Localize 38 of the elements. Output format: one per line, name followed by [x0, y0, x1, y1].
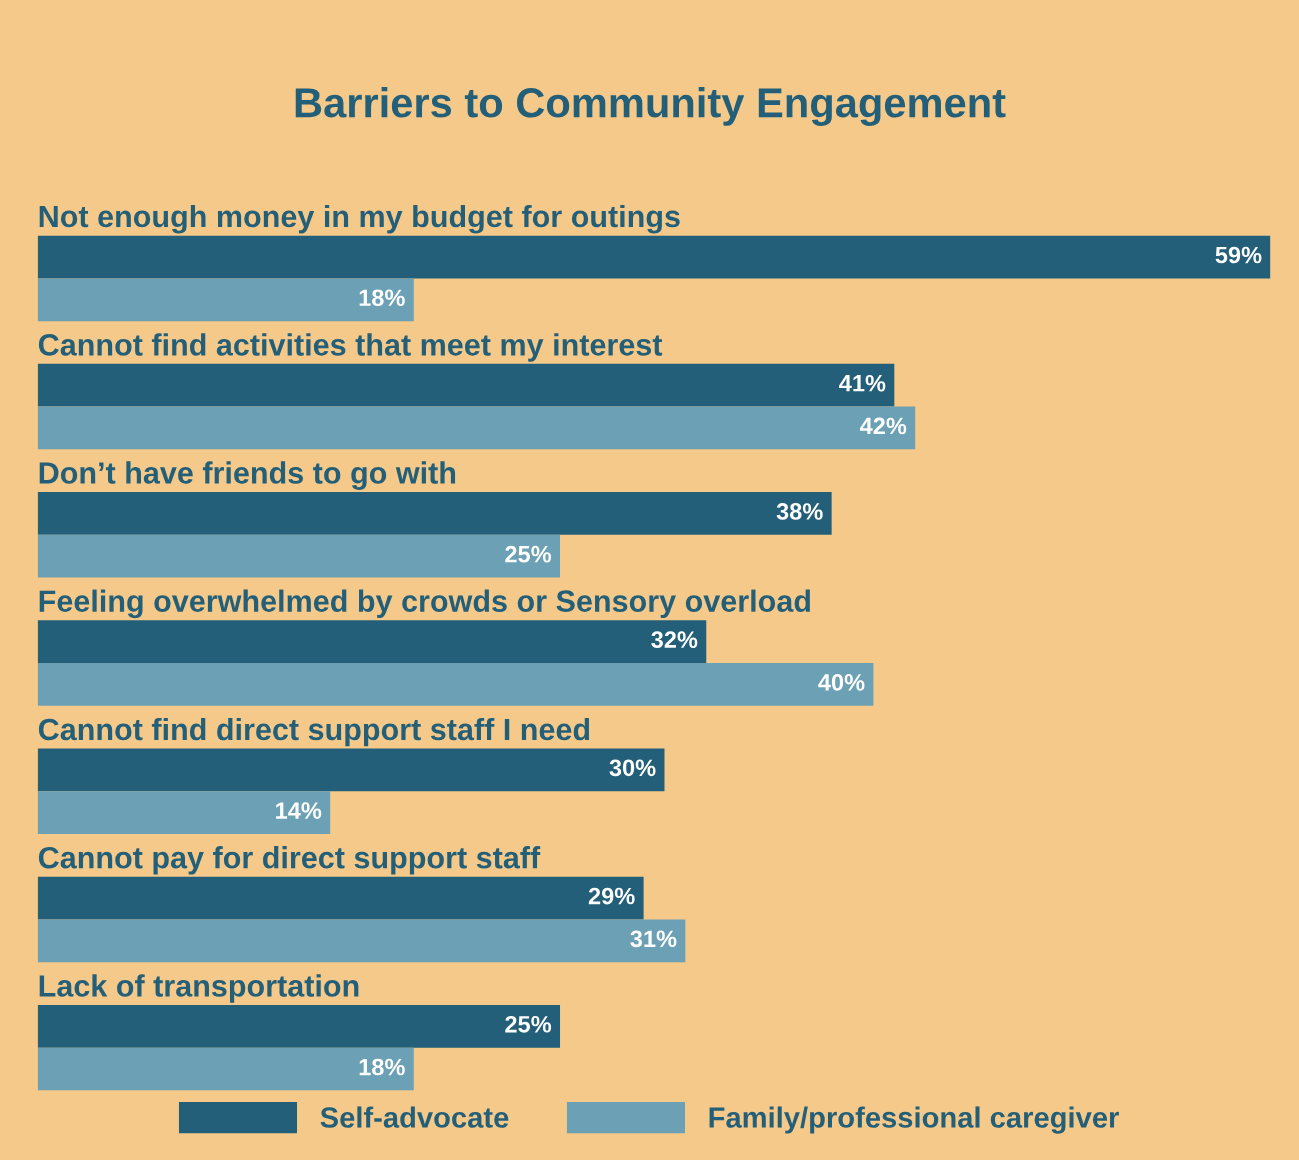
bar [37, 1047, 414, 1091]
data-label: 31% [630, 930, 677, 948]
data-label: 18% [359, 289, 405, 307]
y-tick-label: Cannot find activities that meet my interest [38, 333, 663, 362]
bar [37, 235, 1271, 279]
data-label: 30% [609, 759, 656, 777]
data-label: 42% [859, 417, 907, 435]
bar [37, 748, 665, 792]
data-label: 32% [651, 631, 698, 649]
data-label: 38% [776, 503, 823, 520]
bar [37, 791, 331, 834]
bar [37, 492, 832, 535]
data-label: 18% [359, 1058, 405, 1076]
bar [37, 363, 895, 407]
bar [37, 1004, 561, 1048]
y-tick-label: Don’t have friends to go with [39, 461, 456, 490]
data-label: 14% [276, 802, 322, 819]
bar [37, 406, 916, 450]
chart-title: Barriers to Community Engagement [295, 87, 1006, 127]
data-label: 29% [588, 887, 635, 905]
bar [37, 620, 707, 664]
bar [37, 919, 686, 963]
legend-label: Family/professional caregiver [709, 1106, 1119, 1134]
y-tick-label: Lack of transportation [39, 974, 359, 1003]
y-tick-label: Not enough money in my budget for outings [39, 204, 680, 234]
data-label: 25% [505, 1015, 552, 1033]
data-label: 59% [1215, 246, 1262, 264]
bar [37, 876, 644, 920]
bar [37, 663, 874, 706]
bar [37, 278, 414, 322]
data-label: 41% [839, 374, 886, 392]
y-tick-label: Feeling overwhelmed by crowds or Sensory overload [39, 589, 810, 619]
data-label: 25% [505, 545, 552, 563]
data-label: 40% [818, 674, 865, 691]
y-tick-label: Cannot find direct support staff I need [38, 717, 590, 747]
bar [37, 534, 561, 578]
y-tick-label: Cannot pay for direct support staff [38, 846, 541, 875]
legend-label: Self-advocate [320, 1106, 509, 1128]
